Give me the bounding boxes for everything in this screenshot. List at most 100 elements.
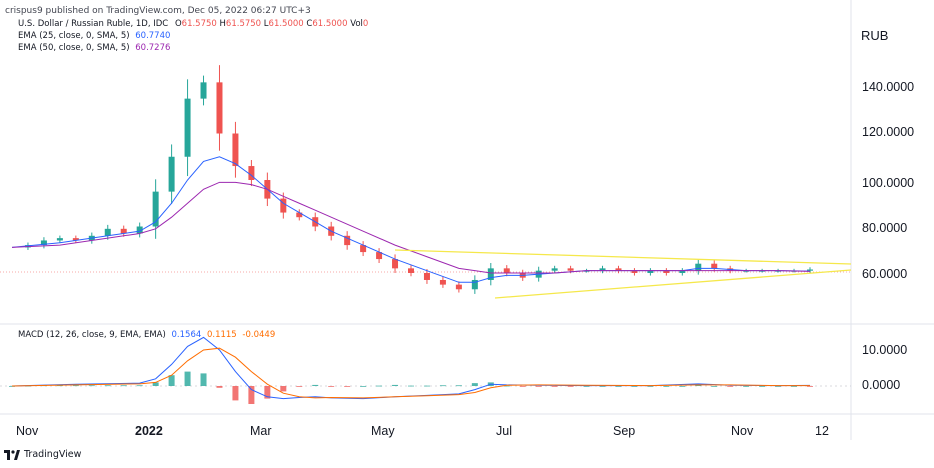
- macd-histogram-bar: [423, 385, 430, 387]
- volume-value: 0: [362, 19, 369, 29]
- high-label: H: [219, 19, 226, 29]
- currency-label: RUB: [861, 28, 889, 43]
- macd-histogram-bar: [408, 385, 414, 387]
- candle-body: [168, 156, 175, 192]
- macd-tick[interactable]: 0.0000: [862, 378, 901, 392]
- macd-histogram-bar: [360, 386, 367, 387]
- ema50-value: 60.7276: [135, 43, 171, 53]
- time-tick[interactable]: May: [371, 424, 395, 438]
- candle-body: [695, 263, 702, 271]
- tradingview-logo-icon: [4, 449, 20, 460]
- time-tick[interactable]: 12: [815, 424, 829, 438]
- macd-value: 0.1564: [171, 330, 202, 340]
- macd-histogram-bar: [615, 386, 622, 387]
- candle-body: [56, 238, 63, 241]
- volume-label: Vol: [350, 19, 363, 29]
- publish-info: crispus9 published on TradingView.com, D…: [5, 6, 311, 16]
- candle-body: [679, 270, 686, 273]
- macd-histogram-bar: [775, 386, 782, 387]
- macd-histogram-bar: [168, 375, 175, 386]
- candle-body: [40, 240, 47, 246]
- candle-body: [455, 284, 462, 290]
- close-value: 61.5000: [312, 19, 348, 29]
- price-tick[interactable]: 60.0000: [862, 267, 908, 281]
- price-tick[interactable]: 100.0000: [862, 176, 915, 190]
- macd-histogram-bar: [296, 386, 303, 387]
- candle-body: [136, 226, 143, 234]
- macd-histogram-bar: [200, 373, 207, 386]
- macd-histogram-bar: [759, 386, 766, 387]
- macd-histogram-bar: [791, 386, 798, 387]
- price-tick[interactable]: 80.0000: [862, 221, 908, 235]
- candle-body: [152, 191, 159, 227]
- macd-histogram-bar: [328, 386, 335, 387]
- candle-body: [232, 133, 239, 167]
- ema25-line: [11, 156, 811, 283]
- candle-body: [423, 273, 430, 280]
- ema50-legend[interactable]: EMA (50, close, 0, SMA, 5) 60.7276: [18, 43, 170, 53]
- macd-histogram-bar: [439, 385, 446, 387]
- ema25-legend[interactable]: EMA (25, close, 0, SMA, 5) 60.7740: [18, 31, 170, 41]
- candle-body: [551, 268, 558, 271]
- triangle-upper-trendline[interactable]: [394, 249, 852, 265]
- macd-histogram-bar: [312, 384, 319, 386]
- macd-histogram-bar: [376, 385, 383, 387]
- price-tick[interactable]: 140.0000: [862, 80, 915, 94]
- time-tick[interactable]: Sep: [613, 424, 636, 438]
- low-label: L: [263, 19, 269, 29]
- macd-histogram-bar: [88, 385, 95, 387]
- indicator-lines-group: [11, 156, 811, 283]
- low-value: 61.5000: [268, 19, 304, 29]
- macd-histogram-bar: [727, 386, 734, 387]
- candle-body: [360, 245, 367, 253]
- macd-histogram-bar: [264, 386, 271, 399]
- macd-histogram-bar: [599, 386, 606, 387]
- macd-label: MACD (12, 26, close, 9, EMA, EMA): [18, 330, 166, 340]
- macd-line: [11, 336, 811, 400]
- candle-body: [503, 268, 510, 273]
- histogram-value: -0.0449: [242, 330, 276, 340]
- macd-tick[interactable]: 10.0000: [862, 343, 908, 357]
- symbol-name: U.S. Dollar / Russian Ruble, 1D, IDC: [18, 19, 169, 29]
- open-value: 61.5750: [181, 19, 217, 29]
- candle-body: [120, 228, 127, 234]
- time-tick[interactable]: Jul: [496, 424, 512, 438]
- symbol-legend[interactable]: U.S. Dollar / Russian Ruble, 1D, IDC O61…: [18, 19, 368, 29]
- macd-histogram-bar: [631, 386, 638, 387]
- time-tick-year[interactable]: 2022: [135, 424, 163, 438]
- macd-histogram-bar: [743, 386, 750, 387]
- time-tick[interactable]: Nov: [16, 424, 39, 438]
- macd-histogram-bar: [519, 386, 526, 387]
- ema25-label: EMA (25, close, 0, SMA, 5): [18, 31, 130, 41]
- time-tick[interactable]: Mar: [250, 424, 272, 438]
- signal-value: 0.1115: [206, 330, 237, 340]
- candle-body: [200, 82, 207, 99]
- macd-histogram-bar: [711, 386, 718, 387]
- triangle-lower-trendline[interactable]: [494, 269, 852, 299]
- macd-histogram-bar: [120, 385, 127, 387]
- macd-histogram-bar: [695, 384, 702, 386]
- candle-body: [72, 238, 79, 241]
- candle-body: [615, 268, 622, 271]
- candle-body: [248, 166, 255, 180]
- macd-histogram-bar: [583, 386, 590, 387]
- tradingview-brand[interactable]: TradingView: [4, 449, 81, 460]
- macd-histogram-bar: [503, 385, 510, 387]
- macd-histogram-bar: [455, 385, 462, 387]
- candle-body: [647, 270, 654, 273]
- time-tick[interactable]: Nov: [731, 424, 754, 438]
- macd-histogram-bar: [807, 386, 813, 387]
- price-tick[interactable]: 120.0000: [862, 125, 915, 139]
- macd-histogram-bar: [248, 386, 255, 404]
- candle-body: [663, 270, 670, 273]
- signal-line: [11, 347, 811, 399]
- macd-histogram-bar: [216, 386, 223, 388]
- candle-body: [711, 263, 718, 269]
- macd-histogram-bar: [392, 384, 399, 386]
- candle-body: [280, 198, 287, 213]
- candle-body: [567, 268, 574, 271]
- macd-histogram-bar: [471, 383, 478, 386]
- candle-body: [599, 268, 606, 271]
- macd-legend[interactable]: MACD (12, 26, close, 9, EMA, EMA) 0.1564…: [18, 330, 275, 340]
